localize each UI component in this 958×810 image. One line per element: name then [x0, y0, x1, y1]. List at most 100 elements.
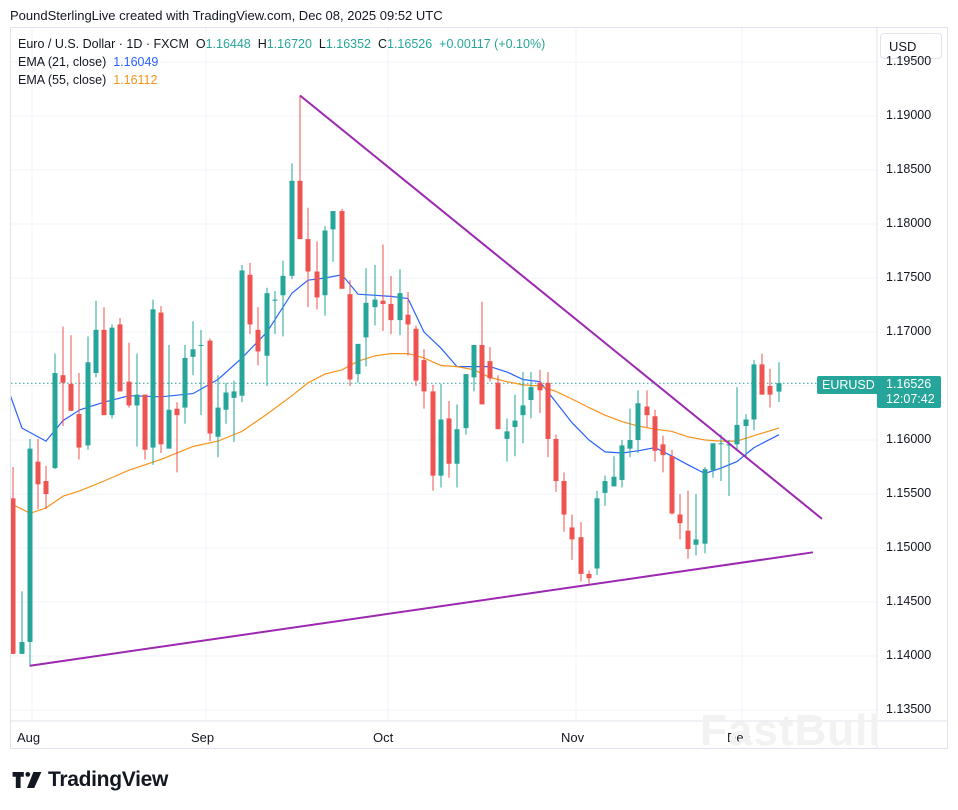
symbol-price-tag: EURUSD [817, 376, 880, 394]
ema21-legend-row[interactable]: EMA (21, close) 1.16049 [18, 53, 545, 71]
candle-body [405, 314, 411, 325]
candle-body [27, 448, 33, 642]
candle-body [330, 211, 336, 230]
candle-body [454, 429, 460, 464]
currency-button[interactable]: USD [880, 33, 942, 59]
price-axis-label: 1.18500 [886, 162, 932, 176]
candle-body [751, 364, 757, 420]
candle-body [619, 445, 625, 480]
candle-body [11, 498, 16, 654]
candle-body [586, 573, 592, 579]
price-axis-label: 1.15500 [886, 486, 932, 500]
ema55-value: 1.16112 [113, 73, 158, 87]
chart-frame [10, 27, 948, 749]
chart-credit: PoundSterlingLive created with TradingVi… [10, 8, 443, 23]
candle-body [355, 343, 361, 375]
ema21-label: EMA (21, close) [18, 55, 107, 69]
time-axis-label: Aug [17, 730, 41, 745]
candle-body [76, 414, 82, 448]
price-axis-label: 1.18000 [886, 216, 932, 230]
candle-body [380, 300, 386, 304]
last-price-tag: 1.16526 12:07:42 [877, 376, 941, 408]
candle-body [504, 431, 510, 439]
fastbull-watermark: FastBull [700, 706, 882, 755]
candle-body [669, 456, 675, 514]
candle-body [553, 438, 559, 482]
candle-body [158, 312, 164, 445]
candle-body [512, 420, 518, 428]
candle-body [702, 469, 708, 544]
candle-body [109, 327, 115, 416]
high-value: 1.16720 [266, 37, 312, 51]
candle-body [388, 303, 394, 321]
candle-body [487, 361, 493, 379]
candle-body [718, 443, 724, 445]
candle-body [305, 239, 311, 272]
price-axis-label: 1.14500 [886, 594, 932, 608]
candle-body [594, 498, 600, 569]
close-value: 1.16526 [387, 37, 433, 51]
candle-body [322, 230, 328, 296]
ema55-line [11, 353, 780, 515]
tradingview-logo[interactable]: TradingView [12, 768, 168, 792]
candle-body [759, 364, 765, 395]
chart-legend: Euro / U.S. Dollar · 1D · FXCM O1.16448 … [18, 35, 545, 89]
candle-body [677, 514, 683, 524]
candle-body [471, 344, 477, 378]
time-axis-label: Dec [727, 730, 751, 745]
candle-body [207, 340, 213, 434]
candle-body [289, 180, 295, 276]
candle-body [372, 299, 378, 308]
candle-body [430, 391, 436, 476]
time-axis-label: Oct [373, 730, 394, 745]
ema55-label: EMA (55, close) [18, 73, 107, 87]
candle-body [495, 382, 501, 430]
candle-body [215, 407, 221, 437]
price-axis-label: 1.13500 [886, 702, 932, 716]
ascending-support-trendline [29, 551, 814, 667]
candle-body [734, 424, 740, 445]
candle-body [52, 373, 58, 469]
candle-body [520, 405, 526, 416]
candle-body [685, 530, 691, 550]
price-axis-label: 1.15000 [886, 540, 932, 554]
candle-body [363, 302, 369, 338]
price-axis-label: 1.16000 [886, 432, 932, 446]
ema55-legend-row[interactable]: EMA (55, close) 1.16112 [18, 71, 545, 89]
candle-body [190, 349, 196, 357]
candle-body [255, 329, 261, 352]
candle-body [198, 344, 204, 346]
candle-body [314, 271, 320, 298]
candle-body [710, 443, 716, 471]
candle-body [693, 539, 699, 545]
low-value: 1.16352 [325, 37, 372, 51]
descending-resistance-trendline [299, 94, 823, 520]
time-axis-label: Nov [561, 730, 585, 745]
symbol-legend-row[interactable]: Euro / U.S. Dollar · 1D · FXCM O1.16448 … [18, 37, 546, 51]
candle-body [101, 329, 107, 416]
candle-body [397, 293, 403, 321]
candle-body [166, 409, 172, 449]
ema21-line [11, 274, 780, 475]
candle-body [264, 293, 270, 356]
candle-body [413, 328, 419, 381]
candle-body [743, 419, 749, 426]
candle-body [569, 527, 575, 540]
candle-body [68, 383, 74, 411]
candle-body [126, 381, 132, 406]
candle-body [35, 461, 41, 485]
candle-body [726, 444, 732, 446]
candle-body [297, 180, 303, 240]
candle-body [463, 374, 469, 429]
candle-body [182, 357, 188, 408]
candle-body [644, 406, 650, 416]
candle-body [117, 324, 123, 392]
price-axis-label: 1.19000 [886, 108, 932, 122]
price-axis-label: 1.14000 [886, 648, 932, 662]
candle-body [247, 274, 253, 325]
candle-body [545, 382, 551, 439]
ema21-value: 1.16049 [113, 55, 159, 69]
candle-body [150, 309, 156, 448]
candle-body [660, 444, 666, 456]
